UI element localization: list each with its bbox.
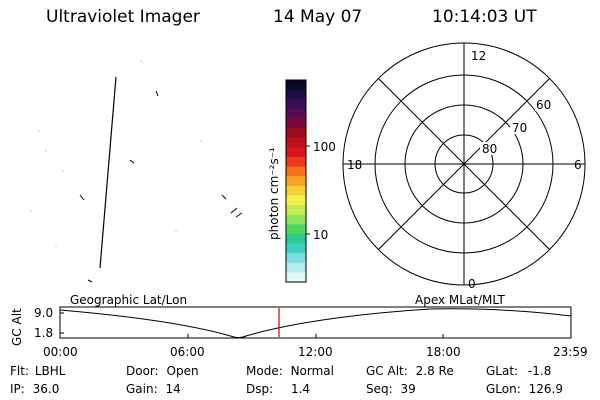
info-ip: IP: 36.0	[10, 382, 59, 396]
image-streak	[155, 90, 159, 97]
image-pixel	[200, 140, 202, 142]
colorbar-cell	[286, 253, 306, 264]
lat-label-70: 70	[512, 121, 527, 135]
colorbar-cell	[286, 166, 306, 177]
x-tick-label: 00:00	[43, 345, 78, 359]
lat-label-60: 60	[536, 98, 551, 112]
colorbar-cell	[286, 205, 306, 216]
y-tick-label: 9.0	[34, 306, 53, 320]
colorbar-cell	[286, 128, 306, 139]
mlt-label-0: 0	[468, 277, 476, 291]
info-seq: Seq: 39	[366, 382, 416, 396]
polar-plot: 12 0 18 6 60 70 80	[342, 42, 586, 291]
image-pixel	[175, 230, 177, 232]
image-pixel	[38, 130, 40, 132]
info-door: Door: Open	[126, 364, 199, 378]
colorbar-cell	[286, 243, 306, 254]
x-tick-label: 23:59	[553, 345, 588, 359]
image-pixel	[30, 210, 32, 212]
gain-value: 14	[165, 382, 181, 396]
image-pixel	[62, 170, 64, 172]
dsp-label: Dsp:	[246, 382, 274, 396]
instrument-title: Ultraviolet Imager	[46, 7, 200, 27]
info-mode: Mode: Normal	[246, 364, 334, 378]
colorbar-cell	[286, 99, 306, 110]
image-streak	[87, 279, 93, 283]
colorbar-cell	[286, 224, 306, 235]
date-label: 14 May 07	[273, 7, 363, 27]
seq-label: Seq:	[366, 382, 393, 396]
uv-image-panel	[30, 60, 243, 283]
colorbar-cell	[286, 80, 306, 91]
colorbar-cell	[286, 185, 306, 197]
colorbar-cell	[286, 214, 306, 225]
filter-label: Flt:	[10, 364, 29, 378]
colorbar-cell	[286, 89, 306, 100]
image-pixel	[140, 60, 142, 62]
colorbar-cell	[286, 108, 306, 120]
y-tick-label: 1.8	[34, 326, 53, 340]
image-streak	[230, 207, 238, 214]
info-glat: GLat: -1.8	[486, 364, 551, 378]
lat-label-80: 80	[482, 142, 497, 156]
altitude-curve	[59, 308, 572, 339]
mode-value: Normal	[290, 364, 334, 378]
mode-label: Mode:	[246, 364, 283, 378]
colorbar: 100 10 photon cm⁻²s⁻¹	[267, 79, 336, 283]
ip-value: 36.0	[32, 382, 60, 396]
gc-alt-value: 2.8 Re	[415, 364, 454, 378]
mlt-label-6: 6	[574, 158, 582, 172]
timeline-ylabel: GC Alt	[10, 308, 24, 346]
ip-label: IP:	[10, 382, 25, 396]
gc-alt-label: GC Alt:	[366, 364, 408, 378]
info-glon: GLon: 126.9	[486, 382, 563, 396]
colorbar-cell	[286, 195, 306, 206]
timeline-left-label: Geographic Lat/Lon	[70, 293, 187, 307]
image-streak	[221, 194, 227, 200]
colorbar-unit-label: photon cm⁻²s⁻¹	[267, 147, 281, 240]
image-pixel	[45, 150, 47, 152]
colorbar-cell	[286, 137, 306, 148]
x-tick-label: 18:00	[426, 345, 461, 359]
colorbar-cell	[286, 262, 306, 273]
filter-value: LBHL	[34, 364, 66, 378]
door-value: Open	[166, 364, 199, 378]
image-streak	[235, 212, 243, 218]
info-gain: Gain: 14	[126, 382, 181, 396]
image-pixel	[55, 245, 57, 247]
gain-label: Gain:	[126, 382, 158, 396]
info-dsp: Dsp: 1.4	[246, 382, 310, 396]
colorbar-cell	[286, 272, 306, 283]
time-label: 10:14:03 UT	[432, 7, 537, 27]
colorbar-tick-label: 100	[313, 140, 336, 154]
image-streak	[79, 194, 85, 201]
x-tick-label: 06:00	[170, 345, 205, 359]
colorbar-cell	[286, 176, 306, 187]
door-label: Door:	[126, 364, 159, 378]
info-filter: Flt: LBHL	[10, 364, 65, 378]
glon-label: GLon:	[486, 382, 521, 396]
colorbar-cell	[286, 156, 306, 168]
glon-value: 126.9	[528, 382, 563, 396]
mlt-label-12: 12	[471, 49, 486, 63]
mlt-label-18: 18	[347, 158, 362, 172]
timeline-right-label: Apex MLat/MLT	[415, 293, 505, 307]
dsp-value: 1.4	[290, 382, 311, 396]
colorbar-cell	[286, 147, 306, 158]
polar-diagonal	[377, 77, 551, 251]
seq-value: 39	[400, 382, 416, 396]
info-gc-alt: GC Alt: 2.8 Re	[366, 364, 454, 378]
glat-value: -1.8	[527, 364, 552, 378]
glat-label: GLat:	[486, 364, 519, 378]
image-streak	[99, 76, 117, 269]
colorbar-cell	[286, 233, 306, 245]
colorbar-cell	[286, 118, 306, 129]
x-tick-label: 12:00	[298, 345, 333, 359]
colorbar-frame	[285, 79, 307, 283]
colorbar-tick-label: 10	[313, 228, 328, 242]
image-streak	[129, 159, 135, 164]
timeline-frame	[59, 306, 572, 339]
